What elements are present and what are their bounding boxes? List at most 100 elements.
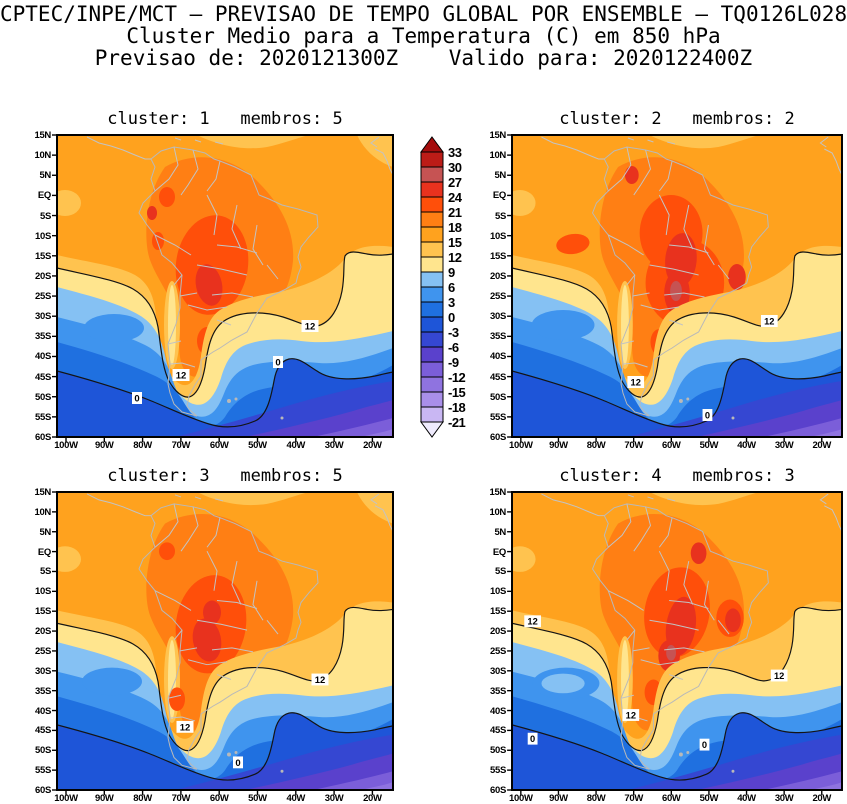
contour-lines xyxy=(512,606,842,781)
lat-tick-label: 5S xyxy=(494,210,506,222)
contour-0-line xyxy=(512,712,842,781)
colorbar-cell xyxy=(420,406,444,423)
colorbar-tick-label: 21 xyxy=(448,205,462,220)
lat-tick-label: 10N xyxy=(489,506,506,518)
contour-label: 0 xyxy=(233,756,243,769)
colorbar-cell xyxy=(420,346,444,363)
lon-tick-label: 50W xyxy=(699,440,719,451)
lon-tick-label: 60W xyxy=(661,793,681,804)
main-title-line3: Previsao de: 2020121300Z Valido para: 20… xyxy=(94,46,753,70)
lat-tick-label: 5N xyxy=(494,170,506,182)
lon-tick-label: 100W xyxy=(509,440,533,451)
contour-lines xyxy=(57,251,393,428)
contour-label-text: 12 xyxy=(180,721,191,732)
lat-tick-label: 50S xyxy=(34,745,51,757)
lat-tick-label: 45S xyxy=(489,725,506,737)
lon-tick-label: 90W xyxy=(549,440,568,451)
contour-lines xyxy=(57,606,393,781)
colorbar-tick-label: 33 xyxy=(448,145,462,160)
lat-tick-label: 25S xyxy=(34,645,51,657)
contour-label-text: 0 xyxy=(702,740,707,750)
south-georgia xyxy=(280,769,284,773)
lon-tick-label: 40W xyxy=(737,440,756,451)
map-cluster-1: 12 0 12 0 xyxy=(52,134,394,442)
contour-label: 0 xyxy=(699,738,710,751)
colorbar-tick-label: 27 xyxy=(448,175,462,190)
lon-tick-label: 90W xyxy=(549,793,568,804)
contour-label: 12 xyxy=(176,720,194,733)
contour-label-text: 12 xyxy=(774,671,784,681)
contour-label-text: 12 xyxy=(631,376,641,387)
lat-tick-label: 15S xyxy=(34,250,51,262)
contour-label-text: 12 xyxy=(626,710,636,720)
falkland-islands xyxy=(227,752,231,757)
colorbar-cell xyxy=(420,391,444,408)
panel-title-cluster-1: cluster: 1 membros: 5 xyxy=(107,109,343,129)
lon-tick-label: 20W xyxy=(812,440,832,451)
lon-tick-label: 20W xyxy=(363,440,382,451)
lat-tick-label: 60S xyxy=(34,432,51,443)
contour-label-text: 12 xyxy=(527,617,537,627)
colorbar-cell xyxy=(420,196,444,213)
contour-label: 12 xyxy=(770,669,788,682)
lon-tick-label: 30W xyxy=(774,793,794,804)
lat-tick-label: 10S xyxy=(34,230,51,242)
lon-tick-label: 20W xyxy=(363,793,382,804)
contour-label: 0 xyxy=(702,409,713,421)
lat-tick-label: 5N xyxy=(39,170,51,182)
map-cluster-2: 12 12 0 xyxy=(507,134,843,442)
lon-tick-label: 50W xyxy=(248,793,267,804)
contour-label-text: 12 xyxy=(315,674,326,685)
lat-tick-label: 25S xyxy=(489,291,506,303)
colorbar-tick-label: -12 xyxy=(448,370,466,385)
contour-12-line xyxy=(512,251,842,398)
contour-lines xyxy=(512,251,842,428)
lon-tick-label: 80W xyxy=(586,440,606,451)
colorbar-cell xyxy=(420,316,444,333)
lat-tick-label: 50S xyxy=(34,391,51,403)
lat-tick-label: 35S xyxy=(489,331,506,343)
contour-0-line xyxy=(512,358,842,428)
lat-tick-label: EQ xyxy=(492,190,506,202)
falkland-islands xyxy=(678,399,683,403)
lat-tick-label: 20S xyxy=(489,270,506,282)
lon-tick-label: 20W xyxy=(812,793,832,804)
lat-tick-label: 10N xyxy=(34,150,51,162)
colorbar-arrow-bottom xyxy=(420,421,444,438)
map-frame xyxy=(511,491,843,791)
colorbar-cell xyxy=(420,151,444,168)
lat-tick-label: 60S xyxy=(34,785,51,796)
lon-tick-label: 70W xyxy=(624,793,643,804)
lon-tick-label: 30W xyxy=(324,440,344,451)
lat-tick-label: 55S xyxy=(489,765,506,777)
colorbar-cell xyxy=(420,331,444,348)
main-title-line2: Cluster Medio para a Temperatura (C) em … xyxy=(126,24,721,48)
lon-tick-label: 100W xyxy=(54,793,78,804)
colorbar-tick-label: 6 xyxy=(448,280,455,295)
lat-tick-label: 15N xyxy=(489,487,506,498)
lat-tick-label: 15S xyxy=(489,606,506,618)
contour-12-line xyxy=(512,606,842,752)
colorbar-tick-label: 3 xyxy=(448,295,455,310)
south-georgia xyxy=(731,416,735,420)
panel-title-cluster-2: cluster: 2 membros: 2 xyxy=(559,109,795,129)
lat-tick-label: 15N xyxy=(34,487,51,498)
lat-tick-label: 50S xyxy=(489,391,506,403)
axis-ticks xyxy=(52,134,374,442)
panel-title-cluster-3: cluster: 3 membros: 5 xyxy=(107,466,343,486)
lat-tick-label: 55S xyxy=(489,411,506,423)
axis-ticks xyxy=(507,491,823,795)
lat-tick-label: 15S xyxy=(34,606,51,618)
contour-label-text: 0 xyxy=(705,409,710,420)
lat-tick-label: 40S xyxy=(489,705,506,717)
colorbar-tick-label: 12 xyxy=(448,250,462,265)
temperature-field xyxy=(57,135,393,437)
contour-label-text: 12 xyxy=(764,315,774,326)
temperature-field xyxy=(512,135,842,437)
lon-tick-label: 30W xyxy=(324,793,344,804)
lat-tick-label: 25S xyxy=(34,291,51,303)
colorbar-tick-label: -15 xyxy=(448,385,466,400)
axis-ticks xyxy=(52,491,374,795)
lat-tick-label: EQ xyxy=(37,190,51,202)
